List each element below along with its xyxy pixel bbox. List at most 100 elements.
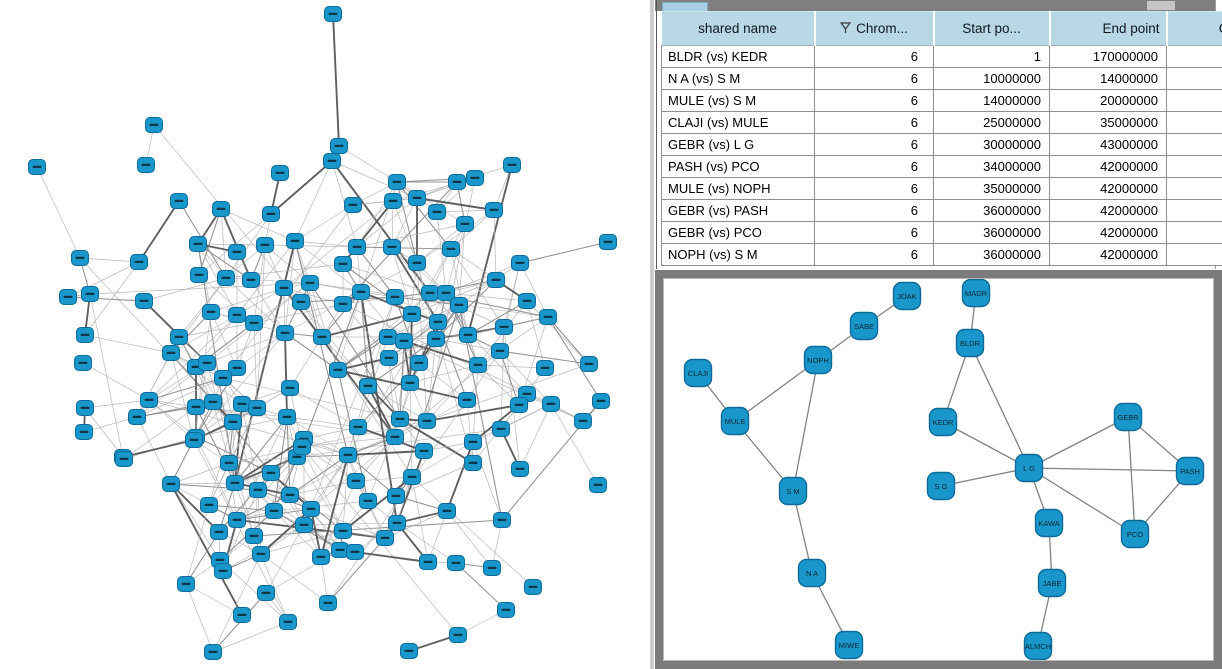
table-row[interactable]: GEBR (vs) PCO636000000420000008.4 xyxy=(661,221,1222,244)
node-miwe[interactable]: MIWE xyxy=(834,630,864,660)
table-cell[interactable]: 42000000 xyxy=(1049,155,1167,178)
node-shape[interactable] xyxy=(955,328,985,358)
node-n-a[interactable]: N A xyxy=(797,558,827,588)
table-row[interactable]: MULE (vs) S M614000000200000007.5 xyxy=(661,89,1222,112)
overview-node[interactable] xyxy=(483,560,501,576)
node-shape[interactable] xyxy=(803,345,833,375)
overview-node[interactable] xyxy=(228,244,246,260)
overview-node[interactable] xyxy=(464,455,482,471)
overview-node[interactable] xyxy=(279,614,297,630)
node-pco[interactable]: PCO xyxy=(1120,519,1150,549)
table-row[interactable]: BLDR (vs) KEDR61170000000192.0 xyxy=(661,45,1222,68)
table-cell[interactable]: 6 xyxy=(814,45,934,68)
overview-node[interactable] xyxy=(524,579,542,595)
overview-node[interactable] xyxy=(379,329,397,345)
node-bldr[interactable]: BLDR xyxy=(955,328,985,358)
overview-node[interactable] xyxy=(187,399,205,415)
table-cell[interactable]: 8.4 xyxy=(1166,221,1222,244)
table-cell[interactable]: CLAJI (vs) MULE xyxy=(661,111,815,134)
overview-node[interactable] xyxy=(177,576,195,592)
overview-node[interactable] xyxy=(128,409,146,425)
overview-node[interactable] xyxy=(408,255,426,271)
overview-node[interactable] xyxy=(592,393,610,409)
overview-node[interactable] xyxy=(276,325,294,341)
overview-node[interactable] xyxy=(257,585,275,601)
overview-node[interactable] xyxy=(313,329,331,345)
node-shape[interactable] xyxy=(683,358,713,388)
table-cell[interactable]: 36000000 xyxy=(933,199,1050,222)
node-shape[interactable] xyxy=(1014,453,1044,483)
overview-node[interactable] xyxy=(383,239,401,255)
node-shape[interactable] xyxy=(892,281,922,311)
table-cell[interactable]: 43000000 xyxy=(1049,133,1167,156)
overview-node[interactable] xyxy=(536,360,554,376)
overview-node[interactable] xyxy=(450,297,468,313)
overview-node[interactable] xyxy=(220,455,238,471)
overview-node[interactable] xyxy=(162,345,180,361)
overview-node[interactable] xyxy=(459,327,477,343)
overview-node[interactable] xyxy=(249,482,267,498)
node-shape[interactable] xyxy=(1023,631,1053,661)
overview-node[interactable] xyxy=(387,488,405,504)
node-shape[interactable] xyxy=(720,406,750,436)
table-row[interactable]: GEBR (vs) PASH636000000420000008.9 xyxy=(661,199,1222,222)
overview-node[interactable] xyxy=(388,515,406,531)
column-header-shared-name[interactable]: shared name xyxy=(661,11,816,46)
node-pash[interactable]: PASH xyxy=(1175,456,1205,486)
node-kedr[interactable]: KEDR xyxy=(928,407,958,437)
node-claji[interactable]: CLAJI xyxy=(683,358,713,388)
overview-node[interactable] xyxy=(403,469,421,485)
table-cell[interactable]: PASH (vs) PCO xyxy=(661,155,815,178)
table-cell[interactable]: GEBR (vs) PASH xyxy=(661,199,815,222)
overview-node[interactable] xyxy=(198,355,216,371)
overview-node[interactable] xyxy=(190,267,208,283)
node-kawa[interactable]: KAWA xyxy=(1034,508,1064,538)
overview-node[interactable] xyxy=(408,190,426,206)
overview-node[interactable] xyxy=(334,296,352,312)
overview-node[interactable] xyxy=(200,497,218,513)
overview-node[interactable] xyxy=(401,375,419,391)
overview-node[interactable] xyxy=(162,476,180,492)
node-jabe[interactable]: JABE xyxy=(1037,568,1067,598)
table-cell[interactable]: 14000000 xyxy=(1049,67,1167,90)
overview-node[interactable] xyxy=(233,607,251,623)
node-noph[interactable]: NOPH xyxy=(803,345,833,375)
overview-node[interactable] xyxy=(510,397,528,413)
table-cell[interactable]: 14000000 xyxy=(933,89,1050,112)
table-cell[interactable]: 6 xyxy=(814,89,934,112)
table-row[interactable]: CLAJI (vs) MULE625000000350000005.9 xyxy=(661,111,1222,134)
overview-node[interactable] xyxy=(493,512,511,528)
node-shape[interactable] xyxy=(1037,568,1067,598)
table-cell[interactable]: 6 xyxy=(814,243,934,266)
overview-node[interactable] xyxy=(248,400,266,416)
overview-node[interactable] xyxy=(419,554,437,570)
column-header-start-po-[interactable]: Start po... xyxy=(933,11,1051,46)
overview-node[interactable] xyxy=(286,233,304,249)
table-cell[interactable]: 170000000 xyxy=(1049,45,1167,68)
overview-node[interactable] xyxy=(210,524,228,540)
overview-node[interactable] xyxy=(76,327,94,343)
table-cell[interactable]: 16.9 xyxy=(1166,133,1222,156)
node-shape[interactable] xyxy=(797,558,827,588)
overview-node[interactable] xyxy=(242,272,260,288)
overview-node[interactable] xyxy=(511,255,529,271)
table-row[interactable]: GEBR (vs) L G6300000004300000016.9 xyxy=(661,133,1222,156)
overview-node[interactable] xyxy=(542,396,560,412)
overview-node[interactable] xyxy=(395,333,413,349)
overview-node[interactable] xyxy=(346,544,364,560)
overview-node[interactable] xyxy=(137,157,155,173)
overview-node[interactable] xyxy=(400,643,418,659)
table-cell[interactable]: 20000000 xyxy=(1049,89,1167,112)
overview-node[interactable] xyxy=(76,400,94,416)
overview-node[interactable] xyxy=(204,644,222,660)
node-joak[interactable]: JOAK xyxy=(892,281,922,311)
table-cell[interactable]: 42000000 xyxy=(1049,243,1167,266)
table-cell[interactable]: 6 xyxy=(814,221,934,244)
overview-node[interactable] xyxy=(456,216,474,232)
overview-node[interactable] xyxy=(145,117,163,133)
overview-node[interactable] xyxy=(344,197,362,213)
table-cell[interactable]: 42000000 xyxy=(1049,221,1167,244)
column-header-chrom-[interactable]: Chrom... xyxy=(814,11,935,46)
overview-node[interactable] xyxy=(348,239,366,255)
table-cell[interactable]: 10000000 xyxy=(933,67,1050,90)
